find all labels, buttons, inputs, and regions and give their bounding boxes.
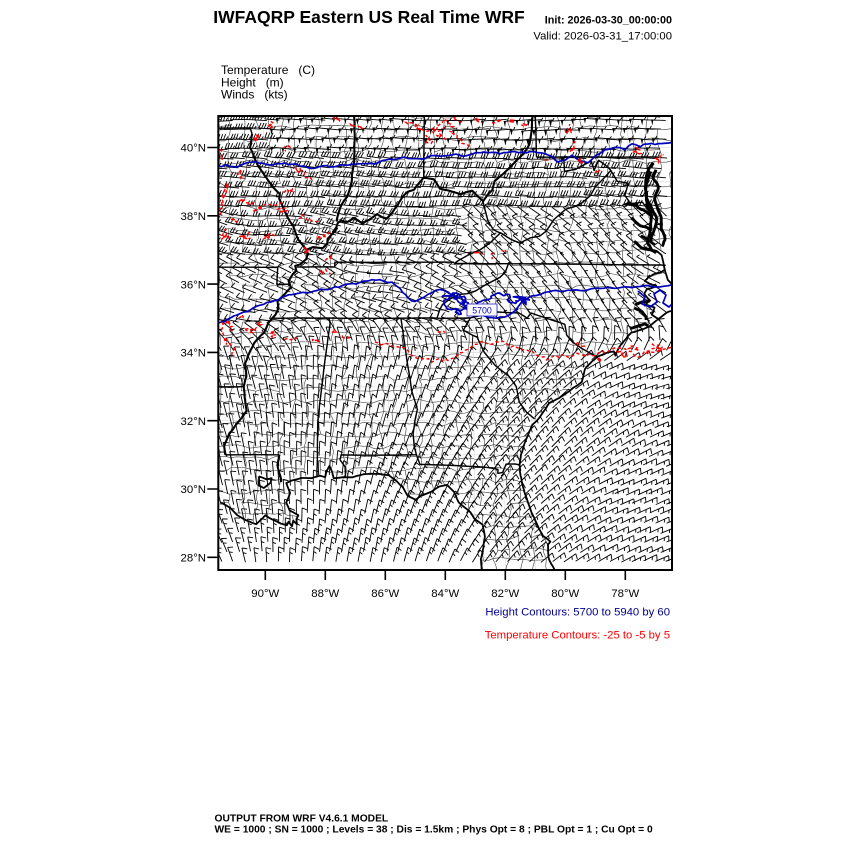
svg-text:Height Contours: 5700 to 5940: Height Contours: 5700 to 5940 by 60	[485, 607, 670, 619]
svg-text:34°N: 34°N	[181, 348, 206, 360]
svg-text:88°W: 88°W	[311, 588, 339, 600]
svg-text:38°N: 38°N	[181, 211, 206, 223]
svg-text:WE = 1000 ; SN = 1000 ; Levels: WE = 1000 ; SN = 1000 ; Levels = 38 ; Di…	[215, 824, 653, 835]
svg-text:82°W: 82°W	[491, 588, 519, 600]
svg-text:30°N: 30°N	[181, 484, 206, 496]
svg-text:Valid: 2026-03-31_17:00:00: Valid: 2026-03-31_17:00:00	[533, 31, 672, 43]
svg-text:IWFAQRP Eastern US Real Time W: IWFAQRP Eastern US Real Time WRF	[213, 7, 525, 27]
svg-text:36°N: 36°N	[181, 279, 206, 291]
svg-text:OUTPUT FROM WRF V4.6.1 MODEL: OUTPUT FROM WRF V4.6.1 MODEL	[215, 814, 389, 825]
svg-text:28°N: 28°N	[181, 553, 206, 565]
svg-text:5700: 5700	[472, 306, 492, 316]
svg-text:Winds (kts): Winds (kts)	[221, 88, 288, 102]
svg-text:78°W: 78°W	[611, 588, 639, 600]
svg-text:Height (m): Height (m)	[221, 75, 284, 89]
svg-text:90°W: 90°W	[251, 588, 279, 600]
svg-text:86°W: 86°W	[371, 588, 399, 600]
svg-text:84°W: 84°W	[431, 588, 459, 600]
svg-text:Temperature (C): Temperature (C)	[221, 63, 315, 77]
svg-text:Temperature Contours: -25 to -: Temperature Contours: -25 to -5 by 5	[485, 630, 670, 642]
svg-text:32°N: 32°N	[181, 416, 206, 428]
svg-text:Init: 2026-03-30_00:00:00: Init: 2026-03-30_00:00:00	[545, 15, 672, 27]
svg-text:40°N: 40°N	[181, 143, 206, 155]
svg-text:80°W: 80°W	[551, 588, 579, 600]
